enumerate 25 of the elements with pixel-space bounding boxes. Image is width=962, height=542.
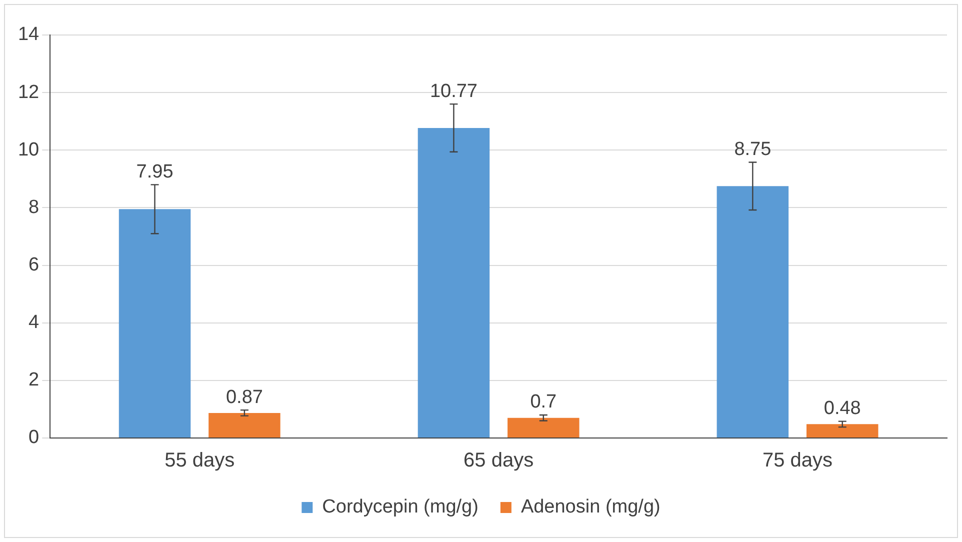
x-tick-label: 65 days (464, 450, 534, 472)
data-label: 0.87 (226, 386, 263, 408)
data-label: 8.75 (734, 138, 772, 160)
y-tick-label: 8 (28, 196, 40, 218)
bar (418, 128, 490, 438)
y-tick-label: 4 (28, 312, 40, 334)
x-tick-label: 75 days (762, 450, 833, 472)
bar (806, 424, 878, 438)
y-tick-label: 12 (18, 82, 40, 103)
y-tick-label: 6 (28, 254, 40, 276)
legend-label: Adenosin (mg/g) (520, 496, 660, 518)
y-tick-label: 10 (18, 139, 40, 160)
data-label: 0.48 (824, 398, 861, 420)
y-tick-label: 14 (18, 24, 40, 46)
data-label: 10.77 (430, 80, 478, 102)
legend-label: Cordycepin (mg/g) (322, 496, 478, 518)
y-tick-label: 0 (28, 427, 40, 448)
bar (508, 418, 580, 438)
bar (118, 209, 191, 438)
x-tick-label: 55 days (164, 450, 235, 472)
bar (716, 186, 789, 438)
y-tick-label: 2 (28, 370, 40, 391)
data-label: 7.95 (136, 161, 174, 182)
data-label: 0.7 (530, 392, 557, 413)
bar (208, 412, 280, 438)
